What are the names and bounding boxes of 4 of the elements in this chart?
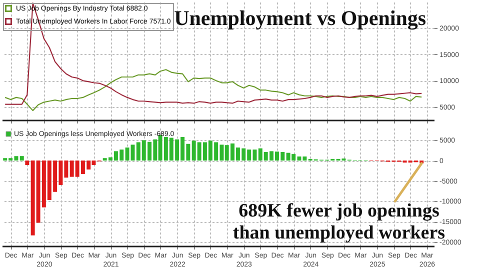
bar: [25, 160, 30, 166]
line-series: [4, 69, 422, 112]
bar: [20, 156, 24, 161]
chart-title: Unemployment vs Openings: [174, 6, 426, 30]
